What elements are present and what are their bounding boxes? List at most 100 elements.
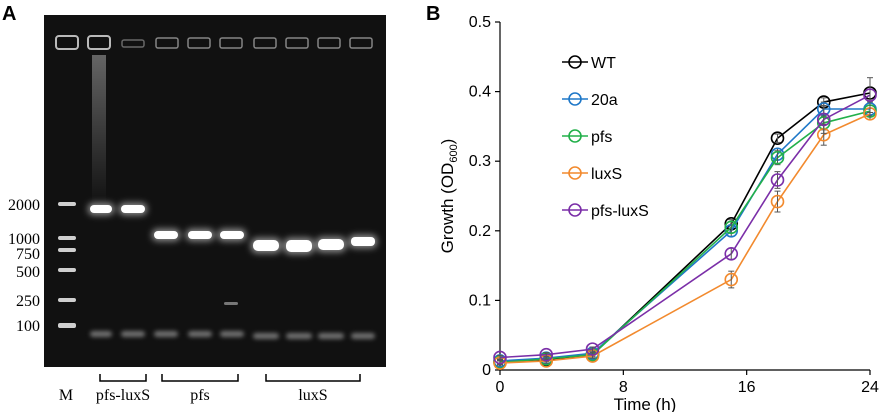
x-tick-label: 16: [738, 379, 756, 396]
data-point: [724, 272, 739, 287]
legend-marker: [568, 166, 582, 180]
legend-marker: [568, 55, 582, 69]
panel-b-letter: B: [426, 3, 440, 25]
legend-marker: [568, 129, 582, 143]
gel-band: [351, 237, 375, 246]
legend-label: luxS: [591, 166, 622, 183]
ladder-label: 250: [16, 293, 40, 310]
legend-entry: pfs-luxS: [562, 203, 649, 220]
panel-a: A: [2, 3, 386, 404]
data-point: [863, 88, 877, 102]
ladder-label: 500: [16, 264, 40, 281]
legend-label: pfs-luxS: [591, 203, 649, 220]
data-point: [816, 112, 831, 127]
gel-well: [155, 37, 179, 49]
bracket-pfs: [161, 374, 239, 382]
ladder-label: 100: [16, 318, 40, 335]
legend: WT 20a pfs luxS pfs-luxS: [562, 55, 649, 220]
panel-b: B 0 0.1 0.2 0.3 0.4 0.5 0 8 16 24 WT 20a pfs luxS pf…: [426, 3, 879, 412]
panel-a-letter: A: [2, 3, 16, 25]
series-layer: [493, 77, 877, 370]
legend-label: pfs: [591, 129, 612, 146]
x-tick-label: 0: [496, 379, 505, 396]
ladder-bands: [58, 202, 76, 328]
legend-label: WT: [591, 55, 616, 72]
ladder-label: 2000: [8, 197, 40, 214]
ladder-marker-label: M: [59, 387, 73, 404]
legend-entry: luxS: [562, 166, 622, 183]
y-tick-label: 0.2: [469, 223, 491, 240]
ladder-band-500: [58, 268, 76, 272]
series-pfs-luxs: [493, 77, 877, 365]
data-point: [493, 350, 507, 365]
y-tick-label: 0.5: [469, 14, 491, 31]
ladder-band-100: [58, 323, 76, 328]
gel-smear: [92, 55, 106, 205]
y-tick-label: 0.1: [469, 292, 491, 309]
ladder-label: 750: [16, 246, 40, 263]
x-tick-label: 8: [619, 379, 628, 396]
gel-band: [188, 231, 212, 239]
gel-faint-band: [224, 302, 238, 305]
x-axis-title: Time (h): [614, 395, 677, 412]
y-axis-title: Growth (OD600): [438, 139, 460, 254]
series-line: [499, 94, 871, 359]
gel-well: [121, 39, 145, 48]
data-point: [724, 220, 739, 235]
gel-well: [253, 37, 277, 49]
series-wt: [493, 86, 877, 369]
gel-well: [187, 37, 211, 49]
series-pfs: [493, 104, 877, 370]
data-point: [724, 246, 739, 261]
gel-well: [87, 35, 111, 50]
gel-wells: [55, 35, 373, 50]
y-tick-label: 0.4: [469, 84, 491, 101]
series-line: [499, 113, 871, 364]
legend-label: 20a: [591, 92, 618, 109]
lane-group-brackets: [99, 374, 361, 382]
group-label-pfs-luxs: pfs-luxS: [96, 387, 150, 404]
legend-entry: WT: [562, 55, 616, 72]
ladder-band-1000: [58, 236, 76, 240]
y-axis-title-close: ): [438, 139, 457, 145]
y-axis-title-main: Growth (OD: [438, 163, 457, 254]
ladder-band-2000: [58, 202, 76, 206]
data-point: [539, 347, 554, 362]
group-label-pfs: pfs: [190, 387, 210, 404]
ladder-size-labels: 2000 1000 750 500 250 100: [8, 197, 40, 335]
series-luxs: [493, 107, 877, 370]
legend-entry: pfs: [562, 129, 612, 146]
data-point: [770, 194, 785, 209]
data-point: [770, 131, 785, 146]
gel-well: [349, 37, 373, 49]
gel-band: [220, 231, 244, 239]
gel-well: [55, 35, 79, 50]
series-line: [499, 92, 871, 363]
x-tick-label: 24: [861, 379, 879, 396]
data-point: [770, 173, 785, 187]
gel-band: [154, 231, 178, 239]
y-tick-label: 0.3: [469, 153, 491, 170]
growth-chart: 0 0.1 0.2 0.3 0.4 0.5 0 8 16 24 WT 20a pfs luxS pfs-…: [438, 14, 879, 412]
gel-well: [285, 37, 309, 49]
y-tick-label: 0: [482, 362, 491, 379]
x-axis-ticks: 0 8 16 24: [496, 370, 879, 396]
ladder-band-750: [58, 248, 76, 252]
sample-bands: [88, 203, 377, 339]
gel-well: [219, 37, 243, 49]
y-axis-ticks: 0 0.1 0.2 0.3 0.4 0.5: [469, 14, 500, 379]
gel-band: [286, 240, 312, 252]
gel-band: [90, 205, 112, 213]
legend-marker: [568, 92, 582, 106]
bracket-luxs: [265, 374, 361, 382]
group-label-luxs: luxS: [298, 387, 327, 404]
ladder-band-250: [58, 298, 76, 302]
gel-band: [121, 205, 145, 213]
legend-entry: 20a: [562, 92, 618, 109]
data-point: [585, 342, 600, 356]
bracket-pfs-luxs: [99, 374, 147, 382]
data-point: [770, 150, 785, 165]
gel-band: [318, 239, 344, 250]
ladder-label: 1000: [8, 231, 40, 248]
